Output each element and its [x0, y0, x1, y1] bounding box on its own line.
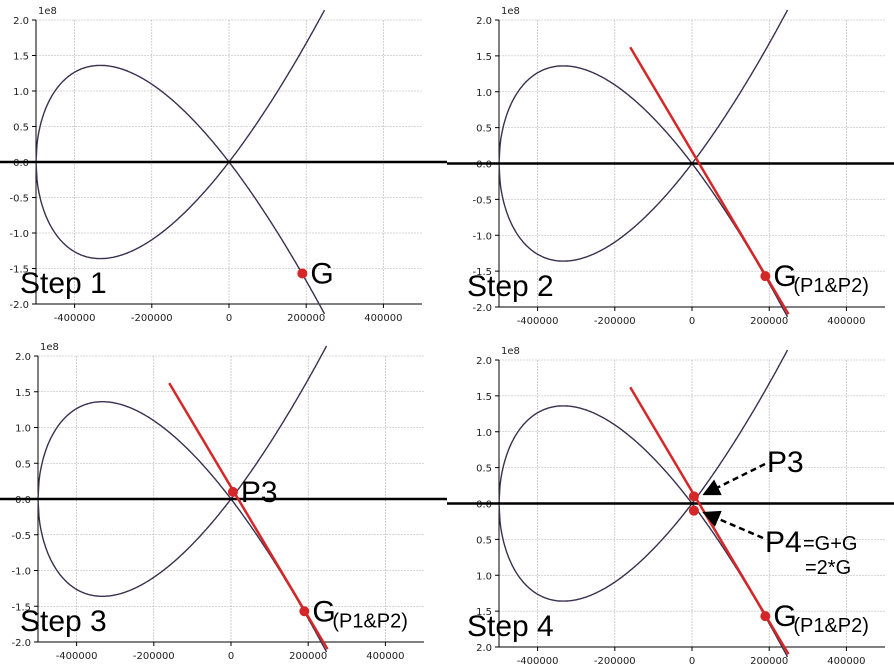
- arrow-label-p4-sum: =G+G: [803, 533, 857, 555]
- point-g: [297, 268, 308, 279]
- y-tick-label: 1.5: [13, 52, 29, 63]
- step-label: Step 3: [20, 605, 107, 638]
- step-label: Step 2: [467, 270, 554, 303]
- y-tick-label: -1.5: [9, 265, 29, 276]
- tangent-line: [629, 46, 790, 315]
- y-tick-label: 2.0: [15, 352, 31, 363]
- y-tick-label: 0.0: [476, 160, 492, 171]
- y-tick-label: 0.5: [476, 464, 492, 475]
- y-tick-label: -2.0: [9, 300, 29, 311]
- point-p4: [688, 505, 699, 516]
- y-tick-label: 0.0: [13, 158, 29, 169]
- x-tick-label: -200000: [131, 313, 173, 324]
- x-tick-label: 200000: [287, 313, 325, 324]
- tangent-line: [168, 382, 329, 650]
- point-label-sub-g: (P1&P2): [793, 615, 869, 637]
- y-tick-label: -1.0: [472, 231, 492, 242]
- y-tick-label: -0.5: [472, 195, 492, 206]
- y-tick-label: -1.5: [472, 267, 492, 278]
- exponent-label: 1e8: [38, 6, 57, 17]
- y-tick-label: 0.5: [13, 123, 29, 134]
- chart-step-2: -400000 -200000 0 200000 400000 2.0 1.5 1.0 0.5 0…: [447, 6, 894, 327]
- x-tick-label: -200000: [133, 651, 175, 662]
- y-tick-label: 2.0: [476, 16, 492, 27]
- x-tick-label: 200000: [750, 656, 788, 667]
- arrow-label-p4-double: =2*G: [805, 557, 851, 579]
- point-label-g: G: [773, 600, 796, 633]
- point-g: [760, 611, 771, 622]
- y-tick-label: 0.0: [476, 500, 492, 511]
- point-p3: [227, 486, 238, 497]
- exponent-label: 1e8: [501, 6, 520, 17]
- y-tick-label: -1.0: [11, 567, 31, 578]
- point-label-p3: P3: [241, 476, 278, 509]
- y-tick-label: -2.0: [11, 638, 31, 649]
- curve-branch-upper: [691, 349, 789, 504]
- chart-step-1: -400000 -200000 0 200000 400000 2.0 1.5 1.0 0.5 0…: [0, 6, 447, 324]
- x-tick-label: 200000: [750, 316, 788, 327]
- y-tick-label: 2.0: [13, 16, 29, 27]
- chart-step-4: -400000 -200000 0 200000 400000 2.0 1.5 1.0 0.5 0…: [447, 346, 894, 667]
- point-g: [760, 271, 771, 282]
- step-label: Step 1: [20, 267, 107, 300]
- arrow-label-p3: P3: [767, 446, 804, 479]
- curve-branch-upper: [691, 9, 789, 164]
- y-tick-label: -0.5: [11, 531, 31, 542]
- y-tick-label: 0.5: [476, 124, 492, 135]
- curve-branch-lower: [228, 161, 326, 315]
- point-p3: [688, 491, 699, 502]
- y-tick-label: 1.5: [476, 392, 492, 403]
- x-tick-label: -200000: [594, 316, 636, 327]
- x-tick-label: 0: [228, 651, 234, 662]
- x-tick-label: 0: [689, 316, 695, 327]
- exponent-label: 1e8: [40, 342, 59, 353]
- y-tick-label: 1.0: [13, 87, 29, 98]
- x-tick-label: -200000: [594, 656, 636, 667]
- y-tick-label: 1.5: [15, 388, 31, 399]
- point-g: [299, 606, 310, 617]
- y-tick-label: 2.0: [476, 643, 492, 654]
- curve-branch-lower: [691, 163, 789, 318]
- x-tick-label: -400000: [56, 651, 98, 662]
- point-label-g: G: [312, 595, 335, 628]
- x-tick-label: -400000: [517, 656, 559, 667]
- x-tick-label: 200000: [289, 651, 327, 662]
- arrow-p3: [702, 462, 766, 496]
- x-tick-label: 0: [689, 656, 695, 667]
- curve-branch-lower: [230, 498, 328, 653]
- point-label-sub-g: (P1&P2): [793, 275, 869, 297]
- y-tick-label: 0.5: [476, 535, 492, 546]
- y-tick-label: 1.5: [476, 52, 492, 63]
- y-tick-label: 1.5: [476, 607, 492, 618]
- point-label-g: G: [773, 260, 796, 293]
- y-tick-label: 1.0: [476, 428, 492, 439]
- arrow-label-p4: P4: [765, 526, 802, 559]
- y-tick-label: 1.0: [476, 571, 492, 582]
- x-tick-label: 400000: [827, 316, 865, 327]
- x-tick-label: 400000: [827, 656, 865, 667]
- x-tick-label: -400000: [54, 313, 96, 324]
- curve-branch-upper: [230, 345, 328, 500]
- exponent-label: 1e8: [501, 346, 520, 357]
- y-tick-label: -1.0: [9, 229, 29, 240]
- y-tick-label: 0.0: [15, 495, 31, 506]
- y-tick-label: -2.0: [472, 303, 492, 314]
- x-tick-label: 400000: [366, 651, 404, 662]
- point-label-sub-g: (P1&P2): [332, 610, 408, 632]
- arrow-p4: [702, 510, 764, 540]
- y-tick-label: -0.5: [9, 194, 29, 205]
- y-tick-label: 1.0: [476, 88, 492, 99]
- y-tick-label: 1.0: [15, 424, 31, 435]
- step-label: Step 4: [467, 610, 554, 643]
- x-tick-label: 400000: [364, 313, 402, 324]
- x-tick-label: 0: [226, 313, 232, 324]
- x-tick-label: -400000: [517, 316, 559, 327]
- y-tick-label: -1.5: [11, 602, 31, 613]
- curve-branch-upper: [228, 9, 326, 163]
- point-label-g: G: [310, 257, 333, 290]
- y-tick-label: 0.5: [15, 459, 31, 470]
- chart-step-3: -400000 -200000 0 200000 400000 2.0 1.5 1.0 0.5 0…: [0, 342, 447, 662]
- y-tick-label: 2.0: [476, 356, 492, 367]
